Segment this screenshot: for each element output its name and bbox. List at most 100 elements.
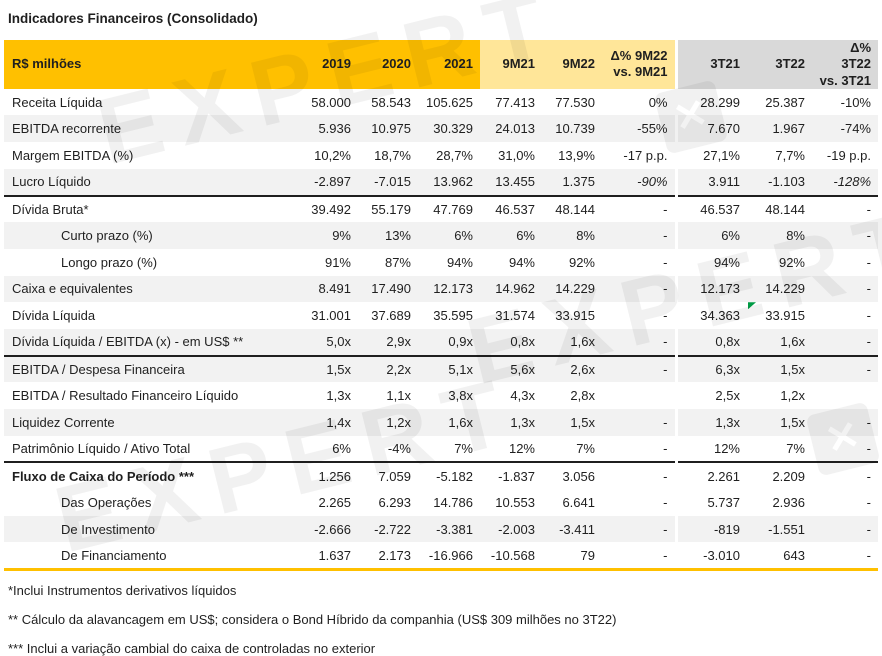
cell-value: - [866, 254, 871, 270]
cell-value: 14.786 [433, 494, 473, 510]
table-row: EBITDA / Despesa Financeira 1,5x 2,2x 5,1x 5… [4, 354, 878, 383]
cell-value: 92% [778, 254, 805, 270]
cell-value: 6% [418, 222, 480, 249]
cell-value: -4% [387, 441, 411, 457]
cell-value: 2.173 [358, 542, 418, 571]
cell-value: 2,6x [542, 354, 602, 383]
cell-value: 7,7% [775, 147, 805, 163]
cell-value: 18,7% [374, 147, 411, 163]
cell-value: 2.265 [318, 494, 351, 510]
cell-value: 12% [674, 435, 747, 463]
table-row: Caixa e equivalentes 8.491 17.490 12.173 14.… [4, 275, 878, 303]
cell-value: 37.689 [371, 308, 411, 324]
cell-value: 8% [542, 222, 602, 249]
cell-value: 1,3x [326, 388, 351, 404]
column-header-2: 2020 [358, 40, 418, 89]
cell-value: 6,3x [674, 354, 747, 383]
cell-value: 2,2x [358, 354, 418, 383]
table-row: Receita Líquida 58.000 58.543 105.625 77.413… [4, 88, 878, 116]
cell-value: 1.637 [300, 542, 358, 571]
cell-value: -2.666 [300, 515, 358, 543]
cell-value: -2.722 [358, 515, 418, 543]
cell-value: 1,6x [418, 409, 480, 436]
cell-value: -2.897 [300, 168, 358, 196]
cell-value: 1,5x [542, 409, 602, 436]
cell-value: 58.000 [311, 94, 351, 110]
cell-value: -3.381 [418, 515, 480, 543]
cell-value: 46.537 [674, 194, 747, 223]
cell-value: -17 p.p. [623, 147, 668, 163]
cell-value: 2,8x [570, 388, 595, 404]
cell-value: - [812, 194, 878, 223]
cell-value: 33.915 [555, 308, 595, 324]
cell-value: 31,0% [498, 147, 535, 163]
row-label: Patrimônio Líquido / Ativo Total [12, 441, 191, 457]
cell-value: -1.551 [747, 515, 812, 543]
cell-value: 31.001 [311, 308, 351, 324]
cell-value: - [602, 222, 676, 249]
column-header-3: 2021 [418, 40, 480, 89]
table-row: Liquidez Corrente 1,4x 1,2x 1,6x 1,3x 1,5x -1,… [4, 409, 878, 436]
cell-value: -74% [812, 115, 878, 143]
cell-value: 2.209 [747, 461, 812, 490]
cell-value: 47.769 [418, 194, 480, 223]
column-header-4: 9M21 [480, 40, 542, 89]
cell-value: - [866, 441, 871, 457]
financial-indicators-table: R$ milhões 2019 2020 2021 9M21 9M22 Δ% 9M22 v… [4, 40, 878, 571]
row-label: Dívida Bruta* [4, 194, 300, 223]
cell-value: 3.911 [674, 168, 747, 196]
column-header-6: Δ% 9M22 vs. 9M21 [602, 40, 676, 89]
cell-value: 0,8x [674, 328, 747, 356]
cell-value: - [602, 461, 676, 490]
cell-value: 55.179 [358, 194, 418, 223]
table-row: Dívida Líquida 31.001 37.689 35.595 31.574 33… [4, 302, 878, 329]
cell-value: 6% [332, 441, 351, 457]
cell-value: - [602, 409, 676, 436]
cell-value: - [812, 409, 878, 436]
row-label: EBITDA / Resultado Financeiro Líquido [12, 388, 239, 404]
row-label: De Investimento [4, 515, 300, 543]
table-row: EBITDA recorrente 5.936 10.975 30.329 24.013… [4, 115, 878, 143]
cell-value: - [812, 328, 878, 356]
cell-value: 28,7% [436, 147, 473, 163]
cell-value: - [663, 441, 668, 457]
cell-value: 39.492 [300, 194, 358, 223]
cell-value: 8.491 [300, 275, 358, 303]
cell-value: 3,8x [448, 388, 473, 404]
footnote: ** Cálculo da alavancagem em US$; consid… [8, 611, 617, 627]
cell-value: 94% [446, 254, 473, 270]
row-label: Das Operações [61, 494, 152, 510]
column-header-9: Δ% 3T22 vs. 3T21 [812, 40, 878, 89]
cell-value: -90% [602, 168, 676, 196]
cell-value: 4,3x [510, 388, 535, 404]
green-triangle-marker [748, 302, 756, 310]
cell-value: 17.490 [358, 275, 418, 303]
cell-value: 14.229 [747, 275, 812, 303]
cell-value: 0% [648, 94, 668, 110]
cell-value: 7.059 [358, 461, 418, 490]
row-label: EBITDA recorrente [4, 115, 300, 143]
table-row: Curto prazo (%) 9% 13% 6% 6% 8% -6% 8% - [4, 222, 878, 249]
cell-value: - [812, 542, 878, 571]
cell-value: - [663, 254, 668, 270]
footnote: *Inclui Instrumentos derivativos líquido… [8, 582, 237, 598]
table-row: Margem EBITDA (%) 10,2% 18,7% 28,7% 31,0% 13,… [4, 142, 878, 169]
row-label: De Financiamento [4, 542, 300, 571]
cell-value: -5.182 [418, 461, 480, 490]
cell-value: 1,3x [674, 409, 747, 436]
cell-value: -128% [812, 168, 878, 196]
cell-value: - [812, 515, 878, 543]
cell-value: 0,8x [480, 328, 542, 356]
cell-value: 28.299 [674, 88, 747, 116]
cell-value: - [866, 494, 871, 510]
cell-value: 30.329 [418, 115, 480, 143]
row-label: EBITDA / Despesa Financeira [4, 354, 300, 383]
cell-value: 6% [674, 222, 747, 249]
table-row: Dívida Líquida / EBITDA (x) - em US$ ** 5… [4, 328, 878, 356]
row-label: Margem EBITDA (%) [12, 147, 134, 163]
row-label: Lucro Líquido [4, 168, 300, 196]
cell-value: 13,9% [558, 147, 595, 163]
cell-value: - [602, 328, 676, 356]
cell-value: 46.537 [480, 194, 542, 223]
cell-value: - [602, 275, 676, 303]
